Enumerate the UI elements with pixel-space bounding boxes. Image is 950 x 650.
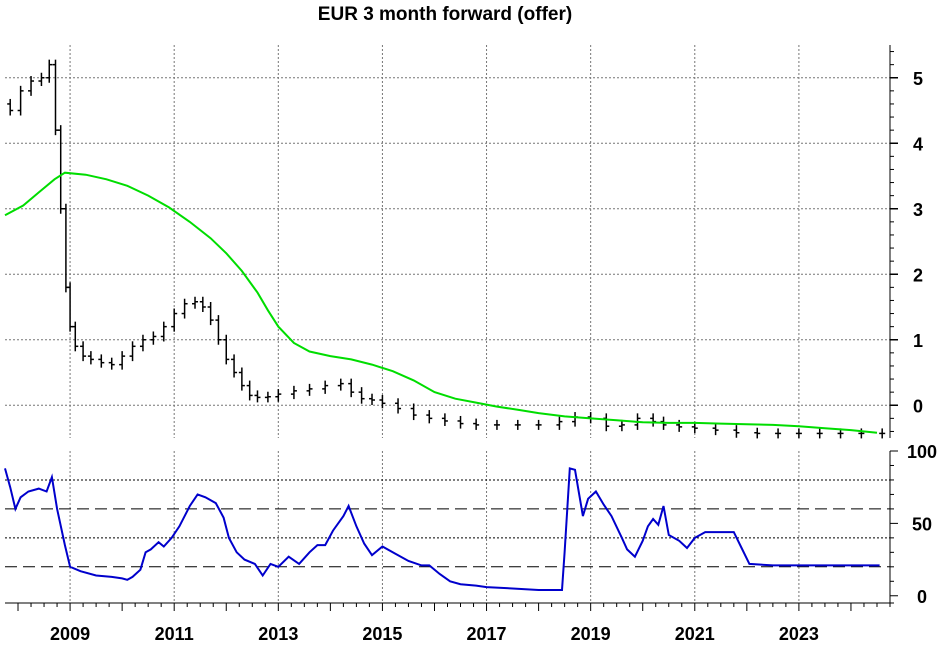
x-tick-label: 2019 [571,624,611,644]
x-tick-label: 2013 [258,624,298,644]
price-panel [5,45,890,438]
y-tick-label: 2 [913,265,923,285]
moving-average-line [4,171,878,434]
y-tick-label: 50 [912,514,932,534]
chart-title: EUR 3 month forward (offer) [317,4,573,25]
x-tick-label: 2009 [50,624,90,644]
y-tick-label: 1 [913,331,923,351]
y-tick-label: 3 [913,200,923,220]
x-tick-label: 2017 [467,624,507,644]
y-tick-label: 4 [913,134,923,154]
x-tick-label: 2015 [362,624,402,644]
x-tick-label: 2023 [779,624,819,644]
y-tick-label: 100 [907,442,937,462]
y-tick-label: 5 [913,69,923,89]
y-tick-label: 0 [913,396,923,416]
oscillator-line [4,467,880,591]
x-tick-label: 2021 [675,624,715,644]
x-tick-label: 2011 [155,624,194,644]
y-tick-label: 0 [917,587,927,607]
